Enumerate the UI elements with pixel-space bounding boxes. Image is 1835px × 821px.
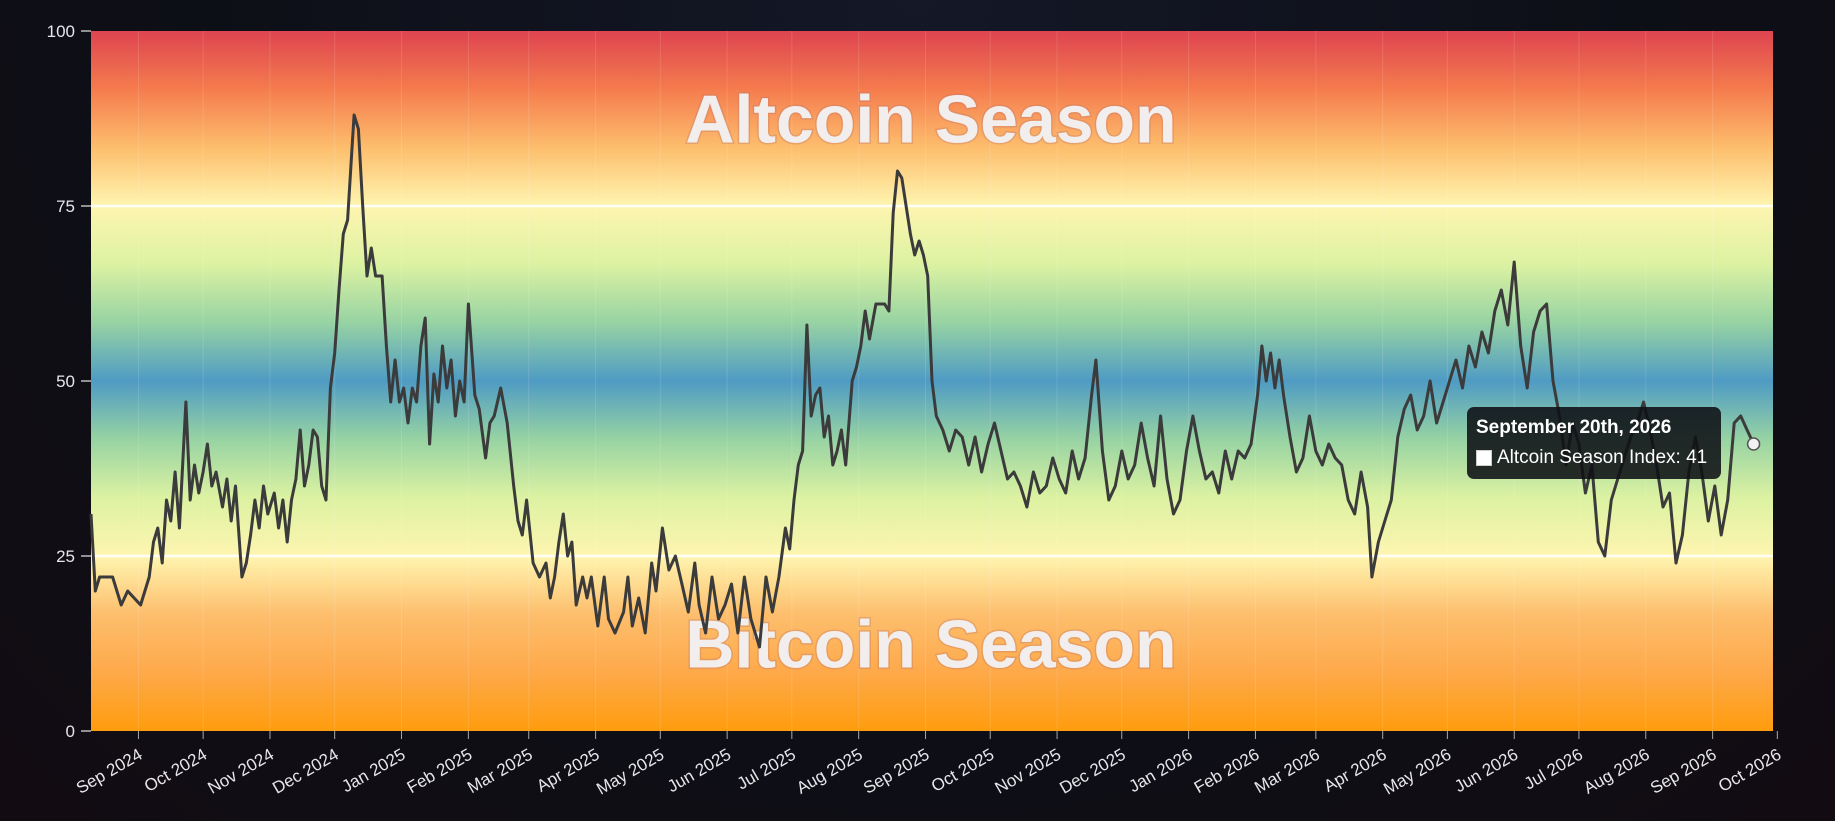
x-tick-label: Oct 2025 <box>928 745 997 796</box>
y-tick-label: 75 <box>56 197 75 216</box>
x-tick-label: Sep 2026 <box>1647 745 1720 798</box>
bitcoin-season-label: Bitcoin Season <box>685 607 1176 683</box>
x-tick-label: Jul 2026 <box>1521 745 1586 794</box>
x-tick-label: Dec 2025 <box>1056 745 1129 798</box>
x-tick-label: Feb 2026 <box>1191 745 1263 797</box>
series-line <box>89 113 1755 649</box>
y-tick-label: 50 <box>56 372 75 391</box>
x-tick-label: Sep 2025 <box>860 745 933 798</box>
x-tick-label: Jun 2025 <box>664 745 734 796</box>
vertical-gridlines <box>137 31 1714 731</box>
tooltip-swatch <box>1476 450 1492 466</box>
x-tick-label: Oct 2026 <box>1715 745 1784 796</box>
reference-lines <box>91 204 1773 558</box>
x-tick-label: Nov 2024 <box>205 745 278 798</box>
x-tick-label: Jan 2025 <box>339 745 409 796</box>
tooltip-date: September 20th, 2026 <box>1476 417 1672 438</box>
x-tick-label: Aug 2025 <box>793 745 866 798</box>
x-tick-label: Jan 2026 <box>1126 745 1196 796</box>
x-tick-label: Aug 2026 <box>1580 745 1653 798</box>
y-axis: 0 25 50 75 100 <box>47 22 91 741</box>
x-tick-label: Mar 2025 <box>464 745 536 797</box>
x-tick-label: Dec 2024 <box>269 745 342 798</box>
x-tick-label: Oct 2024 <box>141 745 210 796</box>
x-tick-label: Feb 2025 <box>404 745 476 797</box>
x-tick-label: Apr 2025 <box>533 745 602 796</box>
x-tick-label: Sep 2024 <box>73 745 146 798</box>
tooltip-row: Altcoin Season Index: 41 <box>1476 447 1712 469</box>
x-tick-label: Mar 2026 <box>1251 745 1323 797</box>
x-tick-label: Nov 2025 <box>992 745 1065 798</box>
x-tick-label: May 2025 <box>593 745 667 799</box>
x-tick-label: Jun 2026 <box>1451 745 1521 796</box>
tooltip-label: Altcoin Season Index: 41 <box>1497 447 1708 468</box>
x-tick-label: Apr 2026 <box>1321 745 1390 796</box>
x-tick-label: May 2026 <box>1380 745 1454 799</box>
y-tick-label: 25 <box>56 547 75 566</box>
x-tick-label: Jul 2025 <box>734 745 799 794</box>
hover-point[interactable] <box>1746 437 1761 451</box>
altcoin-season-label: Altcoin Season <box>685 82 1176 158</box>
y-tick-label: 0 <box>66 722 75 741</box>
y-tick-label: 100 <box>47 22 75 41</box>
chart-tooltip: September 20th, 2026 Altcoin Season Inde… <box>1467 407 1721 479</box>
